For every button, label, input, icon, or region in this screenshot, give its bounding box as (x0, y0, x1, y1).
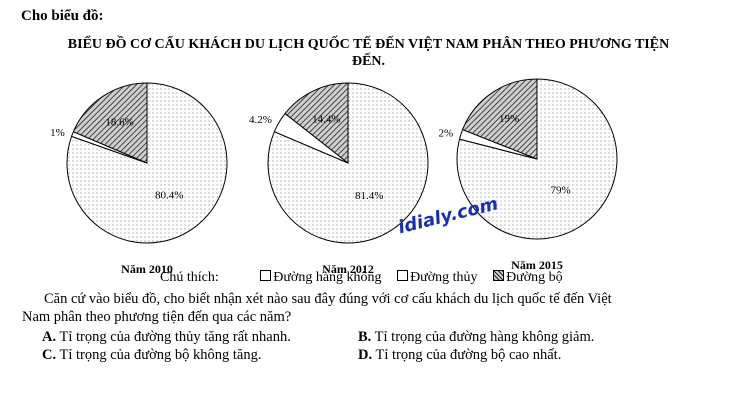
option-d-key: D. (358, 347, 373, 363)
option-a-text: Tỉ trọng của đường thủy tăng rất nhanh. (59, 329, 291, 345)
pie-1-label-water: 4.2% (249, 114, 272, 126)
option-b-text: Tỉ trọng của đường hàng không giảm. (374, 329, 595, 345)
option-b-key: B. (358, 329, 372, 345)
legend-item-water: Đường thủy (397, 270, 478, 285)
pie-2-label-road: 19% (499, 113, 519, 125)
pie-1-slice-road (284, 82, 349, 165)
pie-0-label-road: 18.6% (105, 117, 133, 129)
pie-0-label-water: 1% (50, 127, 65, 139)
option-c-key: C. (42, 347, 57, 363)
chart-title-line2: ĐẾN. (351, 54, 386, 69)
legend-label-water: Đường thủy (410, 270, 478, 285)
option-c[interactable]: C. Tỉ trọng của đường bộ không tăng. (42, 347, 261, 364)
legend-label-road: Đường bộ (506, 270, 563, 285)
legend-swatch-road (493, 270, 505, 281)
legend-caption: Chú thích: (160, 270, 219, 285)
pie-2-label-water: 2% (439, 127, 454, 139)
pie-1-label-air: 81.4% (355, 190, 383, 202)
legend-label-air: Đường hàng không (273, 270, 382, 285)
intro-text: Cho biểu đồ: (21, 8, 104, 24)
legend-item-road: Đường bộ (493, 270, 563, 285)
pie-2-label-air: 79% (550, 184, 570, 196)
question: Căn cứ vào biểu đồ, cho biết nhận xét nà… (22, 290, 722, 326)
option-d-text: Tỉ trọng của đường bộ cao nhất. (375, 347, 562, 363)
option-a-key: A. (42, 329, 57, 345)
pie-0-slice-road (72, 82, 148, 164)
option-a[interactable]: A. Tỉ trọng của đường thủy tăng rất nhan… (42, 329, 291, 346)
pie-2-slice-road (461, 78, 538, 160)
legend-swatch-water (397, 270, 409, 281)
pie-2-year-caption: Năm 2015 (511, 258, 563, 272)
question-line2: Nam phân theo phương tiện đến qua các nă… (22, 309, 292, 325)
legend: Chú thích: Đường hàng không Đường thủy Đ… (160, 270, 563, 286)
legend-item-air: Đường hàng không (260, 270, 382, 285)
option-d[interactable]: D. Tỉ trọng của đường bộ cao nhất. (358, 347, 561, 364)
option-b[interactable]: B. Tỉ trọng của đường hàng không giảm. (358, 329, 594, 346)
pie-1-label-road: 14.4% (312, 113, 340, 125)
pie-1-year-caption: Năm 2012 (322, 262, 374, 276)
question-line1-text: Căn cứ vào biểu đồ, cho biết nhận xét nà… (44, 291, 612, 307)
pie-0-label-air: 80.4% (155, 189, 183, 201)
pie-0-year-caption: Năm 2010 (121, 262, 173, 276)
option-c-text: Tỉ trọng của đường bộ không tăng. (59, 347, 262, 363)
legend-swatch-air (260, 270, 272, 281)
chart-title-line1: BIỂU ĐỒ CƠ CẤU KHÁCH DU LỊCH QUỐC TẾ ĐẾN… (67, 37, 670, 52)
question-line1: Căn cứ vào biểu đồ, cho biết nhận xét nà… (22, 290, 722, 308)
chart-title: BIỂU ĐỒ CƠ CẤU KHÁCH DU LỊCH QUỐC TẾ ĐẾN… (0, 36, 737, 70)
